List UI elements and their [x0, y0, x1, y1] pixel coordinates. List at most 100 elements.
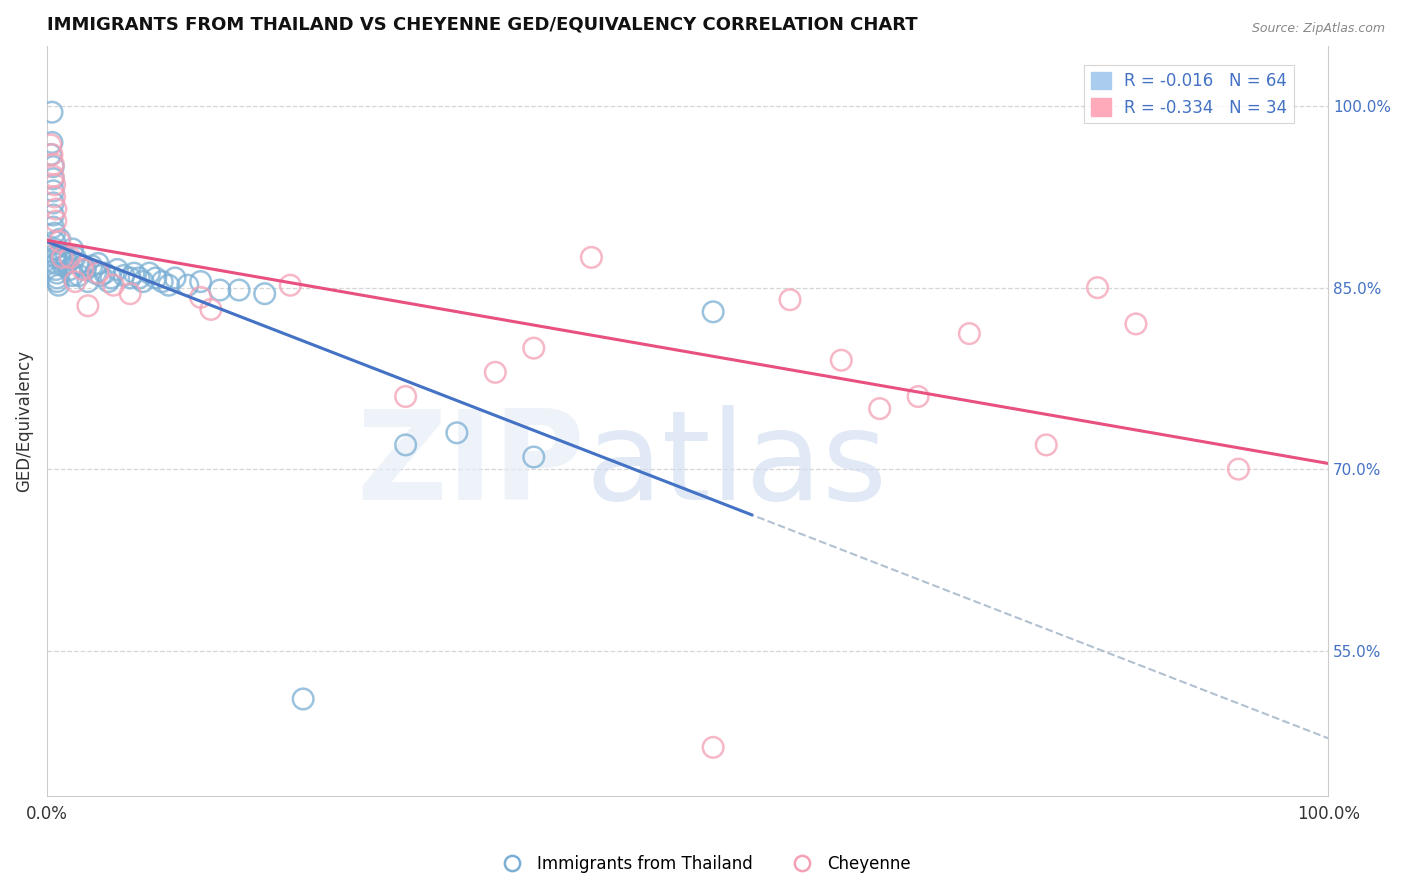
Point — [177, 278, 200, 293]
Point — [48, 246, 70, 260]
Text: atlas: atlas — [585, 405, 887, 526]
Point — [41, 136, 63, 150]
Y-axis label: GED/Equivalency: GED/Equivalency — [15, 350, 32, 491]
Point — [42, 157, 65, 171]
Point — [44, 178, 66, 192]
Point — [45, 251, 67, 265]
Point — [87, 266, 110, 280]
Point — [90, 268, 112, 283]
Point — [42, 208, 65, 222]
Point — [39, 147, 62, 161]
Point — [907, 390, 929, 404]
Point — [45, 256, 67, 270]
Point — [67, 256, 90, 270]
Point — [51, 251, 73, 265]
Point — [42, 171, 65, 186]
Point — [48, 278, 70, 293]
Point — [45, 246, 67, 260]
Point — [145, 271, 167, 285]
Point — [523, 341, 546, 355]
Point — [779, 293, 801, 307]
Point — [80, 259, 103, 273]
Point — [49, 251, 72, 265]
Point — [59, 262, 82, 277]
Text: Source: ZipAtlas.com: Source: ZipAtlas.com — [1251, 22, 1385, 36]
Point — [120, 271, 142, 285]
Point — [77, 275, 100, 289]
Point — [46, 271, 69, 285]
Point — [44, 226, 66, 240]
Point — [46, 275, 69, 289]
Point — [112, 268, 135, 283]
Point — [253, 286, 276, 301]
Point — [77, 299, 100, 313]
Text: ZIP: ZIP — [356, 405, 585, 526]
Point — [44, 242, 66, 256]
Point — [63, 251, 86, 265]
Point — [190, 275, 212, 289]
Point — [87, 256, 110, 270]
Point — [42, 169, 65, 184]
Point — [56, 256, 79, 270]
Point — [830, 353, 852, 368]
Point — [1125, 317, 1147, 331]
Point — [42, 184, 65, 198]
Point — [957, 326, 980, 341]
Point — [63, 275, 86, 289]
Point — [122, 266, 145, 280]
Point — [39, 137, 62, 152]
Point — [395, 390, 418, 404]
Point — [41, 147, 63, 161]
Legend: Immigrants from Thailand, Cheyenne: Immigrants from Thailand, Cheyenne — [488, 848, 918, 880]
Point — [93, 266, 115, 280]
Point — [75, 262, 97, 277]
Point — [59, 251, 82, 265]
Point — [163, 271, 186, 285]
Point — [581, 251, 603, 265]
Point — [120, 286, 142, 301]
Point — [150, 275, 173, 289]
Point — [42, 160, 65, 174]
Point — [1035, 438, 1057, 452]
Point — [278, 278, 301, 293]
Point — [484, 365, 506, 379]
Point — [228, 283, 250, 297]
Point — [72, 259, 94, 273]
Point — [1227, 462, 1250, 476]
Point — [138, 266, 160, 280]
Point — [42, 196, 65, 211]
Point — [84, 266, 107, 280]
Point — [132, 275, 155, 289]
Point — [869, 401, 891, 416]
Point — [702, 740, 724, 755]
Point — [48, 232, 70, 246]
Point — [62, 242, 84, 256]
Point — [190, 290, 212, 304]
Point — [103, 278, 125, 293]
Point — [48, 235, 70, 249]
Point — [42, 220, 65, 235]
Point — [44, 235, 66, 249]
Point — [67, 268, 90, 283]
Point — [100, 271, 122, 285]
Point — [62, 268, 84, 283]
Point — [97, 275, 120, 289]
Point — [51, 254, 73, 268]
Point — [292, 692, 315, 706]
Point — [105, 262, 128, 277]
Point — [395, 438, 418, 452]
Point — [1087, 280, 1109, 294]
Point — [523, 450, 546, 464]
Point — [128, 271, 150, 285]
Legend: R = -0.016   N = 64, R = -0.334   N = 34: R = -0.016 N = 64, R = -0.334 N = 34 — [1084, 65, 1294, 123]
Point — [41, 105, 63, 120]
Point — [55, 251, 77, 265]
Point — [157, 278, 180, 293]
Text: IMMIGRANTS FROM THAILAND VS CHEYENNE GED/EQUIVALENCY CORRELATION CHART: IMMIGRANTS FROM THAILAND VS CHEYENNE GED… — [46, 15, 918, 33]
Point — [72, 262, 94, 277]
Point — [45, 214, 67, 228]
Point — [44, 190, 66, 204]
Point — [45, 202, 67, 216]
Point — [446, 425, 468, 440]
Point — [208, 283, 231, 297]
